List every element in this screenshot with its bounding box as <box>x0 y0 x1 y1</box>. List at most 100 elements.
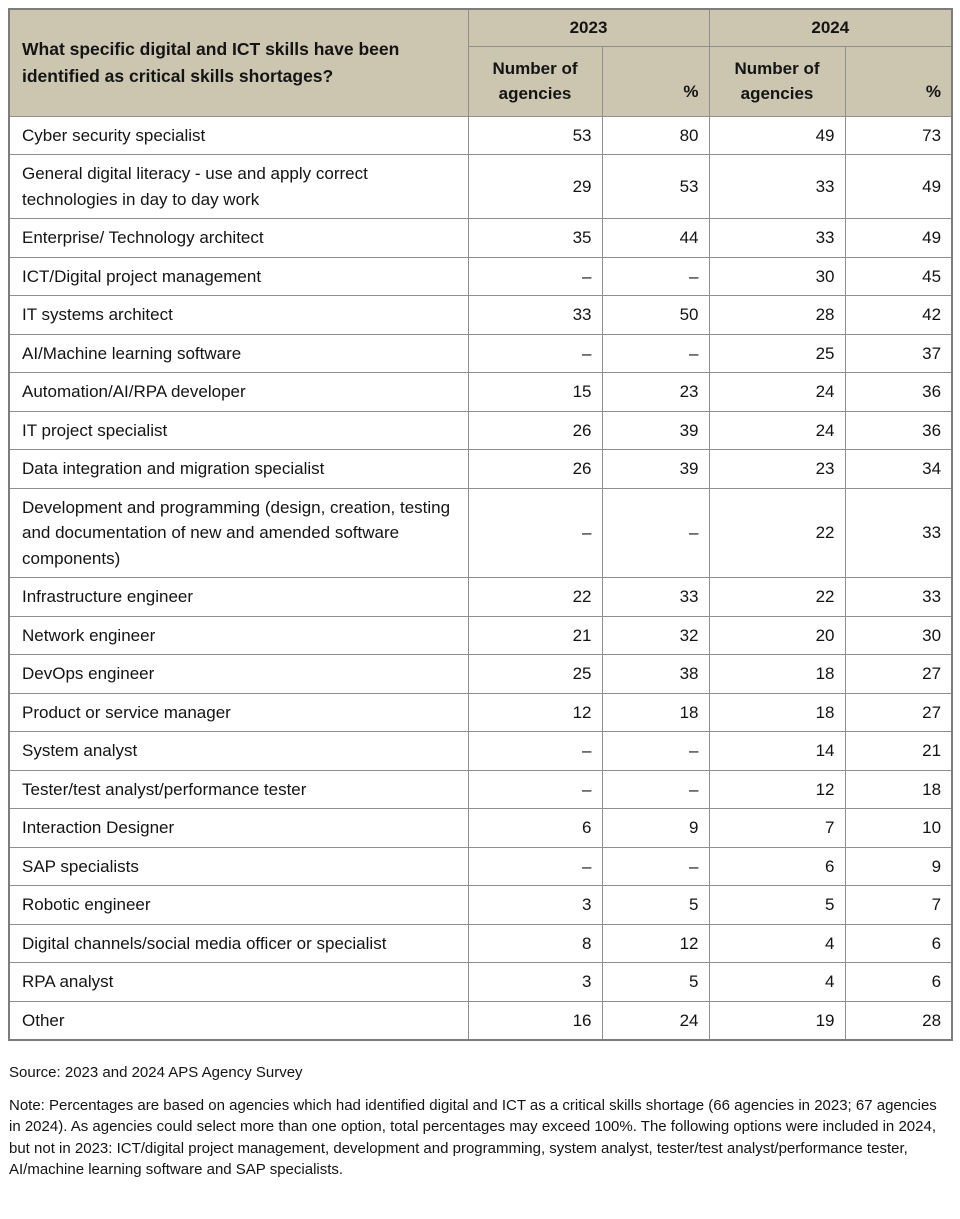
value-cell-2023-percent: 18 <box>601 692 710 732</box>
value-cell-2024-number: 18 <box>708 654 846 694</box>
value-cell-2024-number: 22 <box>708 577 846 617</box>
table-row: Product or service manager 12 18 18 27 <box>8 692 953 732</box>
table-row: Tester/test analyst/performance tester –… <box>8 769 953 809</box>
value-cell-2023-percent: – <box>601 256 710 296</box>
value-cell-2024-percent: 49 <box>844 154 953 219</box>
value-cell-2023-percent: – <box>601 846 710 886</box>
table-row: System analyst – – 14 21 <box>8 731 953 771</box>
value-cell-2023-percent: 24 <box>601 1000 710 1041</box>
table-row: Development and programming (design, cre… <box>8 487 953 578</box>
col-header-percent-2024: % <box>844 45 953 117</box>
value-cell-2024-number: 7 <box>708 808 846 848</box>
value-cell-2023-percent: 9 <box>601 808 710 848</box>
value-cell-2023-number: 25 <box>467 654 603 694</box>
table-row: Enterprise/ Technology architect 35 44 3… <box>8 218 953 258</box>
value-cell-2024-percent: 6 <box>844 962 953 1002</box>
value-cell-2023-percent: – <box>601 333 710 373</box>
sub-header-row: Number of agencies % Number of agencies … <box>9 45 953 117</box>
value-cell-2023-number: 3 <box>467 962 603 1002</box>
value-cell-2023-percent: 53 <box>601 154 710 219</box>
value-cell-2023-percent: 12 <box>601 923 710 963</box>
table-row: Other 16 24 19 28 <box>8 1000 953 1041</box>
skill-name-cell: Digital channels/social media officer or… <box>8 923 469 963</box>
value-cell-2024-percent: 36 <box>844 372 953 412</box>
value-cell-2024-number: 12 <box>708 769 846 809</box>
value-cell-2023-percent: 23 <box>601 372 710 412</box>
value-cell-2024-number: 28 <box>708 295 846 335</box>
note-paragraph: Note: Percentages are based on agencies … <box>9 1097 937 1178</box>
skill-name-cell: General digital literacy - use and apply… <box>8 154 469 219</box>
value-cell-2024-number: 24 <box>708 372 846 412</box>
skill-name-cell: Robotic engineer <box>8 885 469 925</box>
value-cell-2023-percent: 39 <box>601 449 710 489</box>
value-cell-2023-number: 16 <box>467 1000 603 1041</box>
value-cell-2023-percent: 38 <box>601 654 710 694</box>
table-body: Cyber security specialist 53 80 49 73 Ge… <box>8 115 953 1041</box>
col-header-number-2023: Number of agencies <box>467 45 603 117</box>
skill-name-cell: Interaction Designer <box>8 808 469 848</box>
table-row: Interaction Designer 6 9 7 10 <box>8 808 953 848</box>
table-row: DevOps engineer 25 38 18 27 <box>8 654 953 694</box>
value-cell-2023-number: – <box>467 846 603 886</box>
value-cell-2024-number: 30 <box>708 256 846 296</box>
table-row: AI/Machine learning software – – 25 37 <box>8 333 953 373</box>
col-header-number-2024: Number of agencies <box>708 45 846 117</box>
skill-name-cell: Enterprise/ Technology architect <box>8 218 469 258</box>
value-cell-2023-percent: – <box>601 731 710 771</box>
skills-shortage-table: What specific digital and ICT skills hav… <box>8 8 954 1041</box>
year-header-2024: 2024 <box>708 8 953 47</box>
value-cell-2024-number: 4 <box>708 962 846 1002</box>
value-cell-2024-percent: 33 <box>844 487 953 578</box>
value-cell-2023-percent: 5 <box>601 885 710 925</box>
source-line: Source: 2023 and 2024 APS Agency Survey <box>9 1064 303 1081</box>
value-cell-2024-percent: 27 <box>844 654 953 694</box>
skill-name-cell: RPA analyst <box>8 962 469 1002</box>
table-row: ICT/Digital project management – – 30 45 <box>8 256 953 296</box>
value-cell-2024-number: 22 <box>708 487 846 578</box>
table-header: What specific digital and ICT skills hav… <box>8 8 953 117</box>
table-row: General digital literacy - use and apply… <box>8 154 953 219</box>
value-cell-2023-number: – <box>467 487 603 578</box>
year-header-row: What specific digital and ICT skills hav… <box>8 8 953 117</box>
table-row: Data integration and migration specialis… <box>8 449 953 489</box>
value-cell-2024-percent: 73 <box>844 115 953 155</box>
skill-name-cell: Cyber security specialist <box>8 115 469 155</box>
skill-name-cell: Tester/test analyst/performance tester <box>8 769 469 809</box>
value-cell-2023-number: 22 <box>467 577 603 617</box>
value-cell-2023-number: 26 <box>467 410 603 450</box>
value-cell-2023-percent: 50 <box>601 295 710 335</box>
value-cell-2024-number: 5 <box>708 885 846 925</box>
table-row: Infrastructure engineer 22 33 22 33 <box>8 577 953 617</box>
skill-name-cell: SAP specialists <box>8 846 469 886</box>
value-cell-2024-number: 49 <box>708 115 846 155</box>
skill-name-cell: Development and programming (design, cre… <box>8 487 469 578</box>
value-cell-2024-number: 20 <box>708 615 846 655</box>
table-row: IT project specialist 26 39 24 36 <box>8 410 953 450</box>
report-page: What specific digital and ICT skills hav… <box>8 8 954 1180</box>
value-cell-2023-percent: 44 <box>601 218 710 258</box>
value-cell-2024-percent: 28 <box>844 1000 953 1041</box>
value-cell-2024-percent: 7 <box>844 885 953 925</box>
value-cell-2024-percent: 9 <box>844 846 953 886</box>
value-cell-2024-number: 23 <box>708 449 846 489</box>
table-row: RPA analyst 3 5 4 6 <box>8 962 953 1002</box>
skill-name-cell: Network engineer <box>8 615 469 655</box>
value-cell-2024-percent: 21 <box>844 731 953 771</box>
value-cell-2023-percent: – <box>601 769 710 809</box>
value-cell-2024-number: 18 <box>708 692 846 732</box>
value-cell-2023-number: 33 <box>467 295 603 335</box>
table-row: Network engineer 21 32 20 30 <box>8 615 953 655</box>
value-cell-2023-number: 29 <box>467 154 603 219</box>
value-cell-2023-number: 3 <box>467 885 603 925</box>
skill-name-cell: AI/Machine learning software <box>8 333 469 373</box>
value-cell-2024-percent: 49 <box>844 218 953 258</box>
skill-name-cell: Other <box>8 1000 469 1041</box>
value-cell-2023-percent: 39 <box>601 410 710 450</box>
value-cell-2024-number: 6 <box>708 846 846 886</box>
value-cell-2024-percent: 42 <box>844 295 953 335</box>
value-cell-2023-number: 26 <box>467 449 603 489</box>
skill-name-cell: Data integration and migration specialis… <box>8 449 469 489</box>
value-cell-2024-number: 33 <box>708 154 846 219</box>
table-question-header: What specific digital and ICT skills hav… <box>8 8 469 117</box>
value-cell-2024-number: 4 <box>708 923 846 963</box>
